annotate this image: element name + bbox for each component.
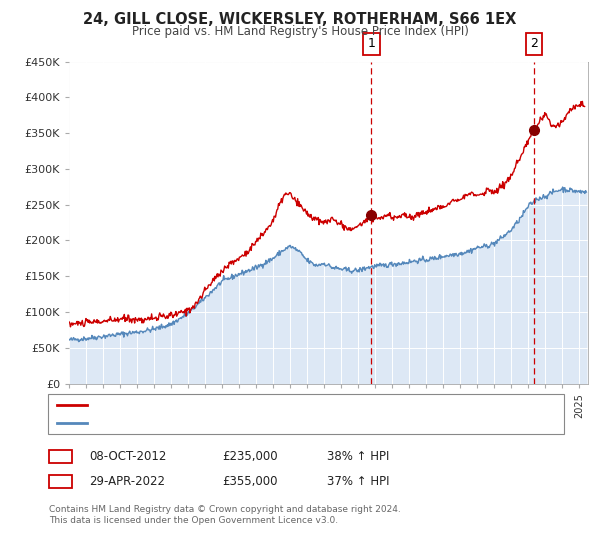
Text: 29-APR-2022: 29-APR-2022 — [89, 475, 165, 488]
Text: HPI: Average price, detached house, Rotherham: HPI: Average price, detached house, Roth… — [93, 418, 343, 428]
Text: 08-OCT-2012: 08-OCT-2012 — [89, 450, 166, 463]
Text: Price paid vs. HM Land Registry's House Price Index (HPI): Price paid vs. HM Land Registry's House … — [131, 25, 469, 38]
Text: 2: 2 — [530, 38, 538, 50]
Text: 2: 2 — [57, 475, 64, 488]
Text: £355,000: £355,000 — [222, 475, 277, 488]
Text: £235,000: £235,000 — [222, 450, 278, 463]
Text: 1: 1 — [57, 450, 64, 463]
Text: Contains HM Land Registry data © Crown copyright and database right 2024.
This d: Contains HM Land Registry data © Crown c… — [49, 505, 401, 525]
Text: 38% ↑ HPI: 38% ↑ HPI — [327, 450, 389, 463]
Text: 1: 1 — [367, 38, 376, 50]
Text: 24, GILL CLOSE, WICKERSLEY, ROTHERHAM, S66 1EX (detached house): 24, GILL CLOSE, WICKERSLEY, ROTHERHAM, S… — [93, 400, 464, 409]
Text: 24, GILL CLOSE, WICKERSLEY, ROTHERHAM, S66 1EX: 24, GILL CLOSE, WICKERSLEY, ROTHERHAM, S… — [83, 12, 517, 27]
Text: 37% ↑ HPI: 37% ↑ HPI — [327, 475, 389, 488]
